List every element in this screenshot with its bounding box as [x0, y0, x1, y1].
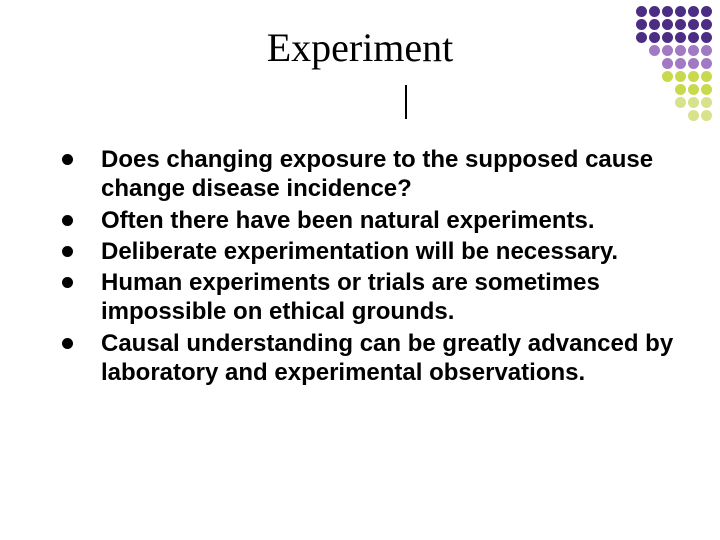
decor-dot-icon — [675, 6, 686, 17]
bullet-item: Human experiments or trials are sometime… — [60, 268, 680, 327]
title-container: Experiment — [0, 24, 720, 71]
decor-dot-icon — [675, 71, 686, 82]
bullet-marker-icon — [62, 338, 73, 349]
bullet-text: Human experiments or trials are sometime… — [101, 268, 680, 327]
bullet-list: Does changing exposure to the supposed c… — [60, 145, 680, 389]
bullet-item: Often there have been natural experiment… — [60, 206, 680, 235]
decor-dot-icon — [675, 84, 686, 95]
bullet-marker-icon — [62, 215, 73, 226]
decor-dot-icon — [688, 71, 699, 82]
decor-dot-icon — [649, 6, 660, 17]
decor-dot-icon — [636, 6, 647, 17]
bullet-item: Does changing exposure to the supposed c… — [60, 145, 680, 204]
bullet-text: Often there have been natural experiment… — [101, 206, 680, 235]
decor-dot-icon — [688, 84, 699, 95]
decor-dot-icon — [688, 6, 699, 17]
slide-title: Experiment — [267, 24, 454, 71]
dot-row — [634, 84, 712, 95]
decor-dot-icon — [662, 6, 673, 17]
decor-dot-icon — [688, 110, 699, 121]
bullet-marker-icon — [62, 246, 73, 257]
bullet-marker-icon — [62, 154, 73, 165]
decor-dot-icon — [688, 97, 699, 108]
decor-dot-icon — [701, 110, 712, 121]
decor-dot-icon — [701, 97, 712, 108]
decor-dot-icon — [701, 71, 712, 82]
bullet-text: Does changing exposure to the supposed c… — [101, 145, 680, 204]
decor-dot-icon — [662, 71, 673, 82]
bullet-marker-icon — [62, 277, 73, 288]
bullet-item: Deliberate experimentation will be neces… — [60, 237, 680, 266]
bullet-item: Causal understanding can be greatly adva… — [60, 329, 680, 388]
decor-dot-icon — [701, 6, 712, 17]
decor-dot-icon — [701, 84, 712, 95]
bullet-text: Deliberate experimentation will be neces… — [101, 237, 680, 266]
title-divider-rule — [405, 85, 407, 119]
dot-row — [634, 110, 712, 121]
slide: Experiment Does changing exposure to the… — [0, 0, 720, 540]
dot-row — [634, 6, 712, 17]
dot-row — [634, 97, 712, 108]
bullet-text: Causal understanding can be greatly adva… — [101, 329, 680, 388]
decor-dot-icon — [675, 97, 686, 108]
dot-row — [634, 71, 712, 82]
